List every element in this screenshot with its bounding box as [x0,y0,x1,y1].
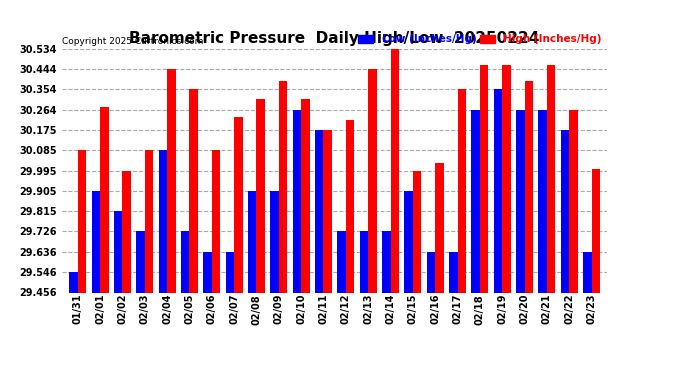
Bar [190,90,198,292]
Bar [270,191,279,292]
Bar [346,120,354,292]
Title: Barometric Pressure  Daily High/Low  20250224: Barometric Pressure Daily High/Low 20250… [130,31,540,46]
Bar [257,99,265,292]
Bar [591,169,600,292]
Bar [234,117,243,292]
Bar [561,130,569,292]
Legend: Low (Inches/Hg), High (Inches/Hg): Low (Inches/Hg), High (Inches/Hg) [357,34,602,45]
Bar [159,150,167,292]
Bar [226,252,234,292]
Bar [315,130,324,292]
Bar [547,64,555,292]
Bar [494,90,502,292]
Bar [426,252,435,292]
Bar [368,69,377,292]
Bar [583,252,591,292]
Bar [413,171,422,292]
Bar [92,191,100,292]
Bar [167,69,175,292]
Bar [435,163,444,292]
Bar [516,110,524,292]
Bar [480,64,489,292]
Bar [122,171,131,292]
Bar [324,130,332,292]
Bar [114,211,122,292]
Bar [359,231,368,292]
Bar [301,99,310,292]
Bar [181,231,190,292]
Bar [212,150,220,292]
Bar [471,110,480,292]
Bar [293,110,301,292]
Bar [145,150,153,292]
Text: Copyright 2025 Curtronics.com: Copyright 2025 Curtronics.com [62,38,204,46]
Bar [404,191,413,292]
Bar [382,231,391,292]
Bar [69,272,78,292]
Bar [457,90,466,292]
Bar [391,49,399,292]
Bar [100,107,108,292]
Bar [538,110,547,292]
Bar [449,252,457,292]
Bar [136,231,145,292]
Bar [248,191,257,292]
Bar [204,252,212,292]
Bar [78,150,86,292]
Bar [337,231,346,292]
Bar [279,81,287,292]
Bar [569,110,578,292]
Bar [502,64,511,292]
Bar [524,81,533,292]
